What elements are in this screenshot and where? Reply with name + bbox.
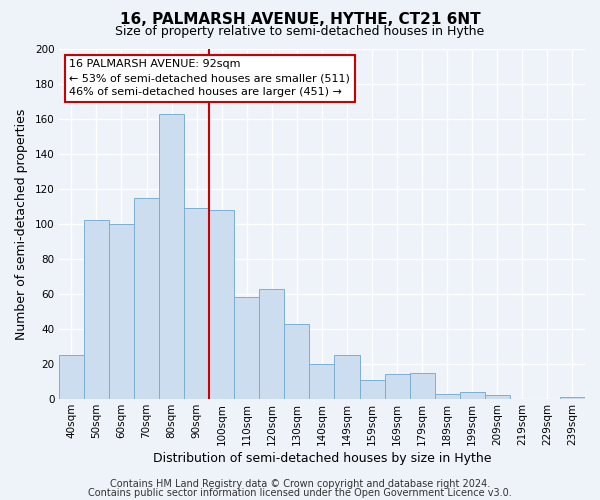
Bar: [385, 374, 410, 399]
Text: 16 PALMARSH AVENUE: 92sqm
← 53% of semi-detached houses are smaller (511)
46% of: 16 PALMARSH AVENUE: 92sqm ← 53% of semi-…: [70, 60, 350, 98]
Bar: [460, 392, 485, 399]
Bar: [159, 114, 184, 399]
Bar: [334, 355, 359, 399]
Text: Contains HM Land Registry data © Crown copyright and database right 2024.: Contains HM Land Registry data © Crown c…: [110, 479, 490, 489]
Text: Contains public sector information licensed under the Open Government Licence v3: Contains public sector information licen…: [88, 488, 512, 498]
Bar: [560, 397, 585, 399]
Bar: [485, 396, 510, 399]
Bar: [310, 364, 334, 399]
Bar: [234, 298, 259, 399]
Text: 16, PALMARSH AVENUE, HYTHE, CT21 6NT: 16, PALMARSH AVENUE, HYTHE, CT21 6NT: [119, 12, 481, 28]
Bar: [209, 210, 234, 399]
Bar: [109, 224, 134, 399]
X-axis label: Distribution of semi-detached houses by size in Hythe: Distribution of semi-detached houses by …: [152, 452, 491, 465]
Y-axis label: Number of semi-detached properties: Number of semi-detached properties: [15, 108, 28, 340]
Bar: [59, 355, 84, 399]
Bar: [410, 372, 434, 399]
Bar: [84, 220, 109, 399]
Bar: [184, 208, 209, 399]
Bar: [259, 288, 284, 399]
Bar: [284, 324, 310, 399]
Bar: [434, 394, 460, 399]
Text: Size of property relative to semi-detached houses in Hythe: Size of property relative to semi-detach…: [115, 25, 485, 38]
Bar: [134, 198, 159, 399]
Bar: [359, 380, 385, 399]
